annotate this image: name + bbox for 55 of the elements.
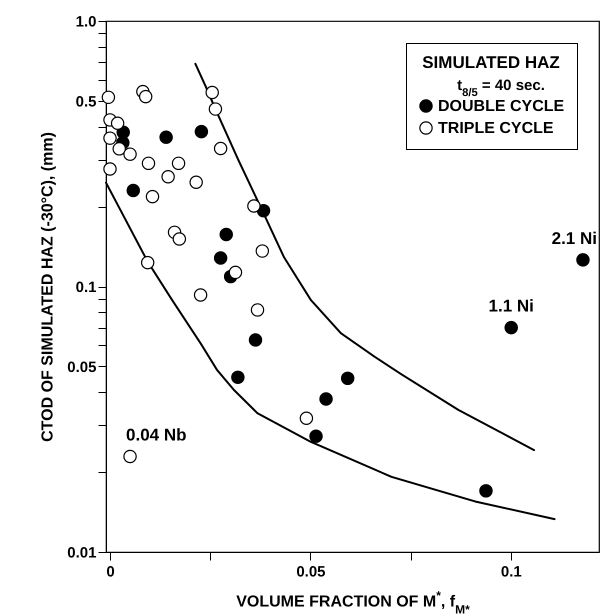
point <box>205 86 219 100</box>
point <box>103 131 117 145</box>
point <box>504 320 518 334</box>
point <box>576 253 590 267</box>
annotation: 0.04 Nb <box>126 425 187 444</box>
y-tick-label: 0.05 <box>67 358 96 376</box>
point <box>103 162 117 176</box>
point <box>220 228 233 242</box>
point <box>172 232 186 246</box>
x-tick-label: 0.05 <box>296 564 326 580</box>
y-tick-label: 1.0 <box>76 14 96 30</box>
point <box>231 370 245 384</box>
point <box>102 90 116 104</box>
legend-label: DOUBLE CYCLE <box>438 98 565 115</box>
point <box>256 244 270 258</box>
point <box>189 176 203 189</box>
point <box>214 251 228 265</box>
point <box>309 429 323 443</box>
point <box>247 199 261 213</box>
point <box>161 170 175 184</box>
point <box>138 90 152 104</box>
point <box>479 484 493 498</box>
point <box>256 204 270 218</box>
point <box>140 256 154 270</box>
annotation: 2.1 Ni <box>552 228 597 248</box>
point <box>214 142 228 156</box>
point <box>142 156 156 170</box>
point <box>123 147 137 161</box>
point <box>159 130 173 144</box>
point <box>319 392 333 406</box>
point <box>340 372 354 386</box>
x-tick-label: 0 <box>106 564 115 580</box>
point <box>300 412 314 425</box>
legend-title: SIMULATED HAZ <box>422 53 560 72</box>
point <box>194 288 208 302</box>
point <box>126 184 140 198</box>
point <box>123 450 137 464</box>
point <box>248 333 262 347</box>
y-tick-label: 0.5 <box>76 93 96 110</box>
point <box>228 266 242 280</box>
legend-label: TRIPLE CYCLE <box>438 120 554 137</box>
annotation: t$_{8/5}$ = 40 sec. <box>457 77 545 99</box>
x-axis-title: VOLUME FRACTION OF M$^{*}$, f$_{M*}$ <box>236 588 470 616</box>
point <box>112 142 126 156</box>
point <box>208 102 222 116</box>
point <box>146 190 160 204</box>
point <box>250 303 264 317</box>
y-tick-label: 0.1 <box>76 279 96 296</box>
y-axis-title: CTOD OF SIMULATED HAZ (-30°C), (mm) <box>39 132 56 442</box>
annotation: 1.1 Ni <box>488 296 534 316</box>
y-tick-label: 0.01 <box>67 544 96 562</box>
x-tick-label: 0.1 <box>500 564 522 580</box>
point <box>110 116 124 130</box>
point <box>172 156 186 170</box>
point <box>194 124 208 138</box>
